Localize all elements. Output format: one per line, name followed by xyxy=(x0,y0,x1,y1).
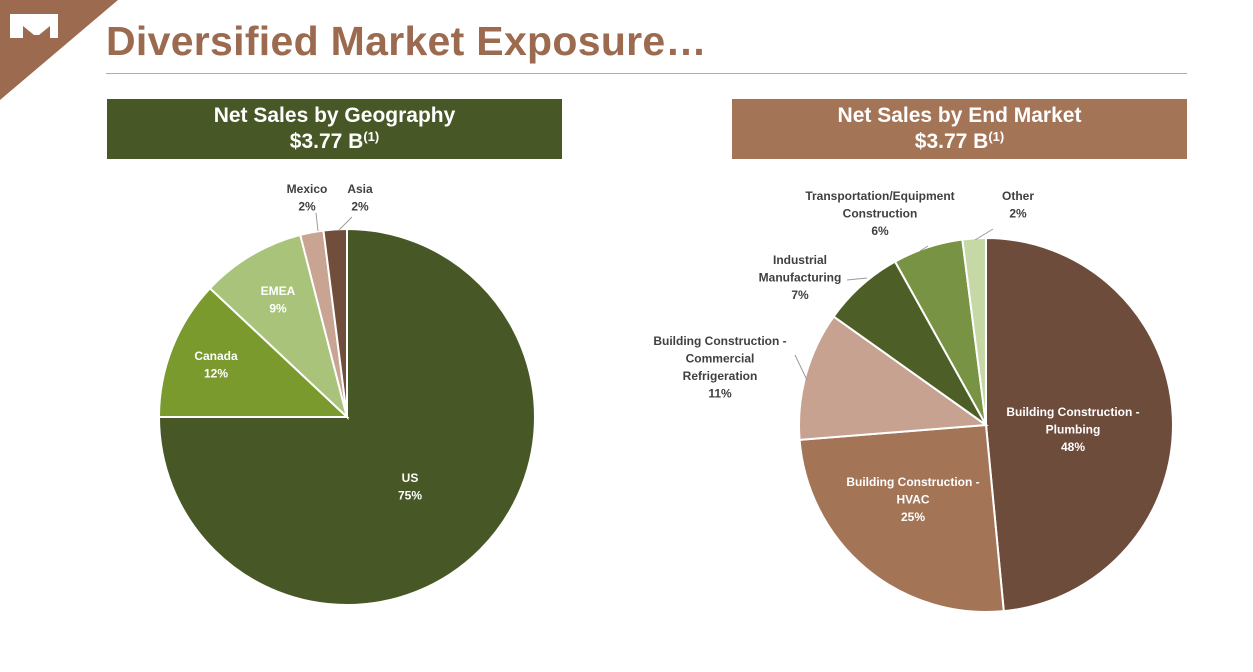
slice-label: Building Construction - Commercial Refrige… xyxy=(653,334,786,401)
slice-value-label: 25% xyxy=(901,510,925,524)
slice-label-line: Industrial xyxy=(773,253,827,267)
slice-label-line: Refrigeration xyxy=(683,369,758,383)
title-divider xyxy=(106,73,1187,74)
end-market-total-value: $3.77 B xyxy=(914,130,989,153)
leader-line xyxy=(794,354,808,381)
slice-value-label: 6% xyxy=(871,224,889,238)
pie-slice xyxy=(322,227,348,418)
slice-label: Other 2% xyxy=(1002,189,1034,221)
end-market-chart-title: Net Sales by End Market xyxy=(837,104,1082,127)
slice-label-line: Building Construction - xyxy=(653,334,786,348)
slice-label: Building Construction - HVAC 25% xyxy=(846,475,979,524)
slice-value-label: 2% xyxy=(298,200,316,214)
slice-label: Transportation/Equipment Construction 6% xyxy=(805,189,954,238)
leader-line xyxy=(974,228,994,241)
geography-chart-header: Net Sales by Geography $3.77 B(1) xyxy=(107,99,562,159)
slice-value-label: 2% xyxy=(1009,207,1027,221)
slice-label-line: Transportation/Equipment xyxy=(805,189,954,203)
slice-label-line: Manufacturing xyxy=(759,271,842,285)
slice-value-label: 75% xyxy=(398,489,422,503)
slice-label-line: Building Construction - xyxy=(846,475,979,489)
slice-label-line: Canada xyxy=(194,349,238,363)
slice-label-line: Other xyxy=(1002,189,1034,203)
geography-total-value: $3.77 B xyxy=(289,130,364,153)
pie-slice xyxy=(157,286,350,418)
leader-line xyxy=(315,212,319,232)
pie-slice xyxy=(798,423,1005,613)
slice-value-label: 11% xyxy=(708,387,732,401)
end-market-footnote-marker: (1) xyxy=(988,129,1005,144)
pie-slice xyxy=(961,236,987,426)
end-market-chart-header: Net Sales by End Market $3.77 B(1) xyxy=(732,99,1187,159)
slice-label: US 75% xyxy=(398,471,422,503)
slice-label-line: Plumbing xyxy=(1046,423,1101,437)
slice-label: Industrial Manufacturing 7% xyxy=(759,253,842,302)
slice-label: EMEA 9% xyxy=(261,284,296,316)
slice-value-label: 7% xyxy=(791,288,809,302)
slice-label-line: EMEA xyxy=(261,284,296,298)
pie-slice xyxy=(798,315,989,441)
slice-value-label: 2% xyxy=(351,200,369,214)
slice-label-line: Asia xyxy=(347,182,373,196)
slice-label: Canada 12% xyxy=(194,349,238,381)
leader-line xyxy=(338,216,353,231)
leader-line xyxy=(919,245,929,252)
slice-label-line: HVAC xyxy=(896,493,929,507)
end-market-pie: Building Construction -Plumbing 48%Buildi… xyxy=(653,189,1174,613)
page-title: Diversified Market Exposure… xyxy=(106,18,707,64)
slice-value-label: 9% xyxy=(269,302,287,316)
pie-slice xyxy=(985,236,1174,613)
company-logo xyxy=(0,0,118,100)
geography-pie: US 75% Canada 12% EMEA 9% Mexico 2% Asia 2% xyxy=(157,182,536,606)
geography-chart-title: Net Sales by Geography xyxy=(213,104,456,127)
slice-label: Asia 2% xyxy=(347,182,373,214)
geography-footnote-marker: (1) xyxy=(363,129,380,144)
geography-chart-total: $3.77 B(1) xyxy=(107,129,562,155)
slice-label-line: Mexico xyxy=(287,182,328,196)
slice-label-line: Construction xyxy=(843,207,918,221)
slice-label-line: Building Construction - xyxy=(1006,405,1139,419)
slice-label: Building Construction - Plumbing 48% xyxy=(1006,405,1139,454)
slice-label: Mexico 2% xyxy=(287,182,328,214)
leader-line xyxy=(846,277,868,281)
slice-value-label: 12% xyxy=(204,367,228,381)
pie-slice xyxy=(208,233,349,421)
slice-value-label: 48% xyxy=(1061,440,1085,454)
end-market-chart-total: $3.77 B(1) xyxy=(732,129,1187,155)
slice-label-line: US xyxy=(402,471,419,485)
slice-label-line: Commercial xyxy=(686,352,755,366)
